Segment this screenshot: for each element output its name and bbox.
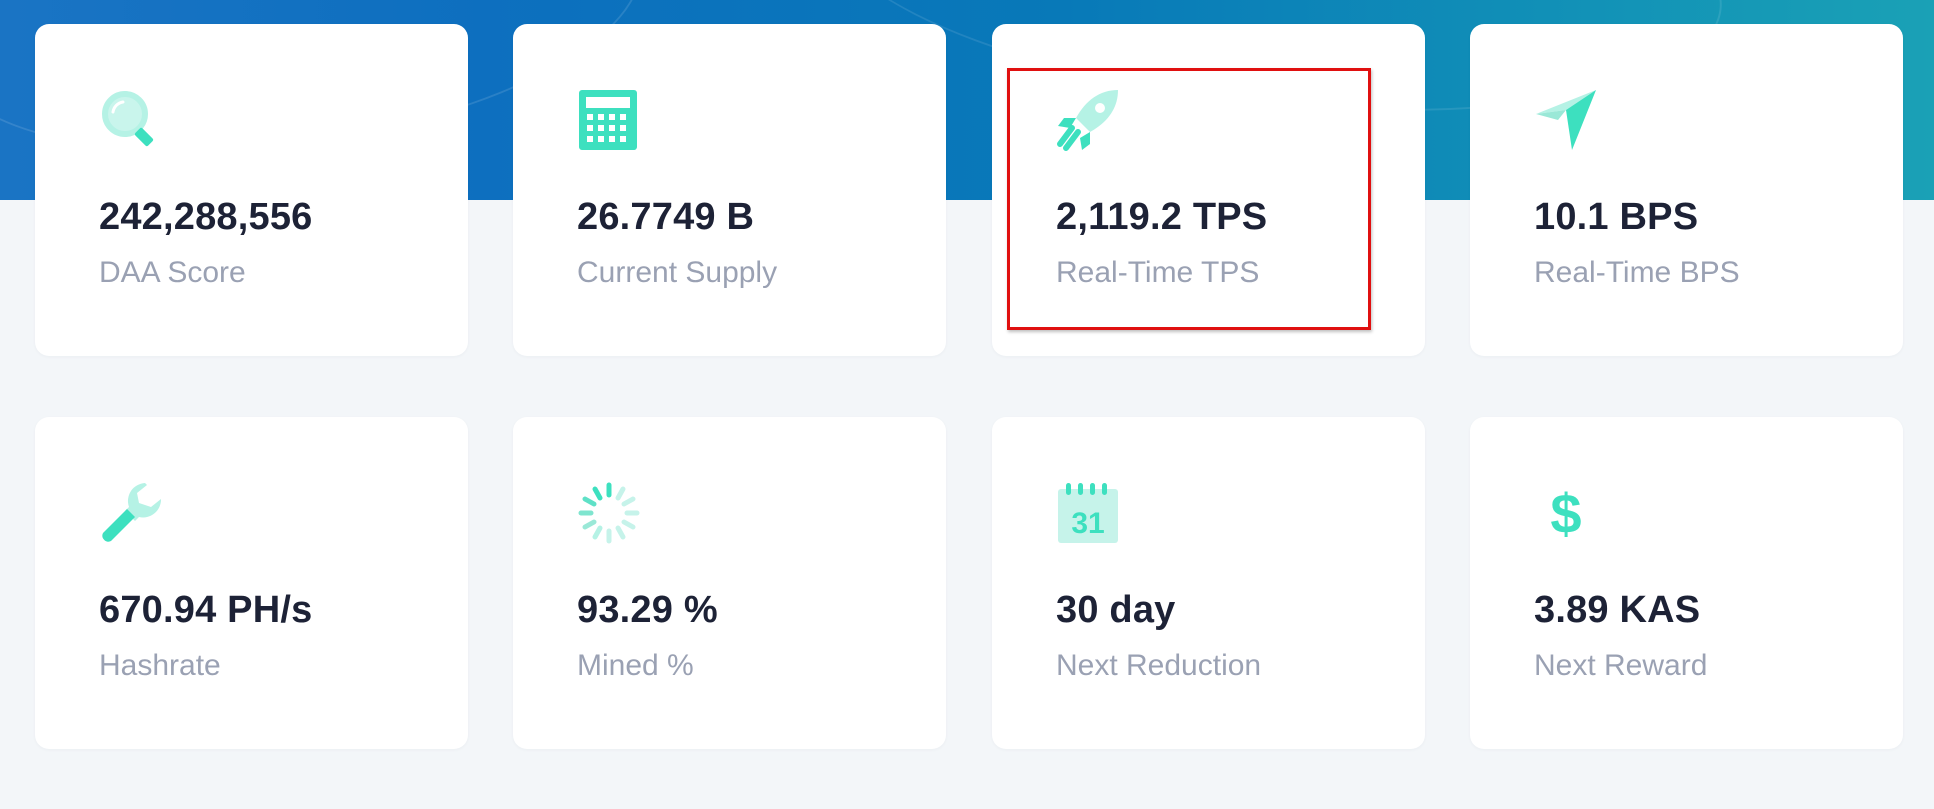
dollar-sign-text: $ <box>1550 482 1581 545</box>
stat-label: Next Reward <box>1534 649 1708 682</box>
stat-label: Real-Time BPS <box>1534 256 1740 289</box>
search-icon <box>99 88 163 152</box>
stat-label: Real-Time TPS <box>1056 256 1260 289</box>
rocket-icon <box>1056 88 1120 152</box>
stat-label: Mined % <box>577 649 694 682</box>
spinner-icon <box>577 481 641 545</box>
stat-value: 26.7749 B <box>577 196 755 238</box>
paper-plane-icon <box>1534 88 1598 152</box>
stat-value: 670.94 PH/s <box>99 589 313 631</box>
stat-card-next-reduction: 31 30 day Next Reduction <box>992 417 1425 749</box>
stat-value: 30 day <box>1056 589 1176 631</box>
stat-value: 242,288,556 <box>99 196 313 238</box>
stat-card-next-reward: $ 3.89 KAS Next Reward <box>1470 417 1903 749</box>
calendar-day-text: 31 <box>1071 507 1104 540</box>
dollar-icon: $ <box>1534 481 1598 545</box>
calendar-icon: 31 <box>1056 481 1120 545</box>
stat-card-hashrate: 670.94 PH/s Hashrate <box>35 417 468 749</box>
stat-value: 10.1 BPS <box>1534 196 1699 238</box>
wrench-icon <box>99 481 163 545</box>
stat-card-mined-percent: 93.29 % Mined % <box>513 417 946 749</box>
stat-label: DAA Score <box>99 256 246 289</box>
stat-card-daa-score: 242,288,556 DAA Score <box>35 24 468 356</box>
stat-card-current-supply: 26.7749 B Current Supply <box>513 24 946 356</box>
stat-value: 3.89 KAS <box>1534 589 1701 631</box>
stat-label: Current Supply <box>577 256 778 289</box>
stat-card-real-time-tps: 2,119.2 TPS Real-Time TPS <box>992 24 1425 356</box>
stat-value: 2,119.2 TPS <box>1056 196 1268 238</box>
stat-label: Next Reduction <box>1056 649 1262 682</box>
stat-card-real-time-bps: 10.1 BPS Real-Time BPS <box>1470 24 1903 356</box>
calculator-icon <box>577 88 641 152</box>
stat-label: Hashrate <box>99 649 221 682</box>
stat-value: 93.29 % <box>577 589 718 631</box>
